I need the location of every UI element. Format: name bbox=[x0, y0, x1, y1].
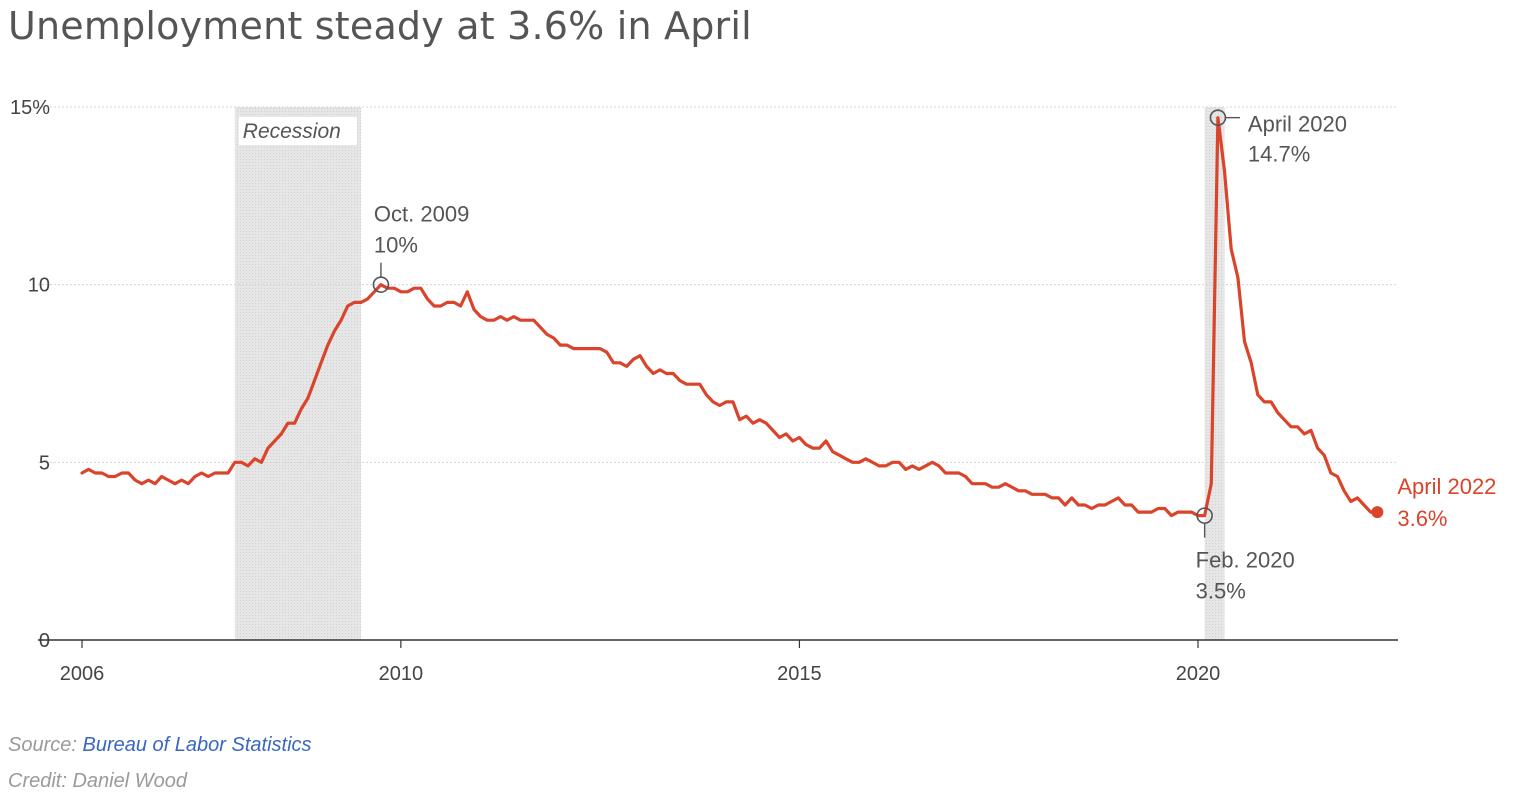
annotation-marker-0 bbox=[372, 276, 390, 293]
x-tick-label-2010: 2010 bbox=[379, 663, 424, 685]
annotations-layer: Oct. 2009 10% Feb. 2020 3.5% April 2020 14.7%… bbox=[372, 109, 1496, 604]
source-note: Source: Bureau of Labor Statistics bbox=[8, 734, 312, 757]
annotation-line2-3: 3.6% bbox=[1397, 506, 1447, 531]
endpoint-marker bbox=[1371, 506, 1384, 519]
annotation-marker-1 bbox=[1196, 507, 1213, 524]
series-layer bbox=[80, 116, 1379, 518]
annotation-line1-0: Oct. 2009 bbox=[374, 202, 469, 227]
recession-label: Recession bbox=[243, 120, 341, 143]
annotation-line1-1: Feb. 2020 bbox=[1196, 548, 1295, 573]
shading-band-0 bbox=[234, 107, 361, 640]
chart-title: Unemployment steady at 3.6% in April bbox=[8, 4, 752, 48]
axes-layer: 0 5 10 15% 2006 2010 2015 2020 bbox=[10, 97, 1398, 685]
source-label: Source: bbox=[8, 734, 77, 756]
x-tick-label-2015: 2015 bbox=[777, 663, 822, 685]
annotation-line1-3: April 2022 bbox=[1397, 474, 1496, 499]
annotation-marker-2 bbox=[1209, 109, 1227, 126]
x-tick-label-2020: 2020 bbox=[1176, 663, 1221, 685]
x-tick-label-2006: 2006 bbox=[60, 663, 105, 685]
annotation-line2-0: 10% bbox=[374, 233, 418, 258]
gridlines-layer bbox=[38, 106, 1398, 463]
unemployment-rate-line bbox=[80, 116, 1379, 518]
shading-label-bg bbox=[238, 117, 357, 145]
y-tick-label-10: 10 bbox=[28, 275, 50, 297]
source-link[interactable]: Bureau of Labor Statistics bbox=[82, 734, 312, 756]
annotation-line2-1: 3.5% bbox=[1196, 579, 1246, 604]
annotation-line2-2: 14.7% bbox=[1248, 142, 1310, 167]
credit-note: Credit: Daniel Wood bbox=[8, 770, 187, 792]
y-tick-label-0: 0 bbox=[39, 630, 50, 652]
y-tick-label-5: 5 bbox=[39, 452, 50, 474]
y-tick-label-15: 15% bbox=[10, 97, 50, 119]
annotation-line1-2: April 2020 bbox=[1248, 112, 1347, 137]
recession-shading-layer: Recession bbox=[234, 107, 1225, 640]
